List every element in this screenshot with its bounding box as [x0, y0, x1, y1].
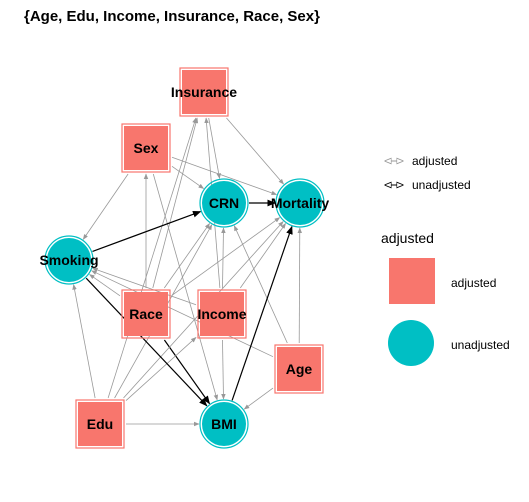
node-outline: [75, 399, 125, 449]
node-insurance: Insurance: [171, 67, 237, 117]
node-label: BMI: [211, 416, 237, 432]
node-outline: [274, 344, 324, 394]
node-outline: [121, 289, 171, 339]
node-crn: CRN: [199, 178, 249, 228]
edge-insurance-to-mortality: [226, 117, 284, 185]
node-square: [124, 292, 168, 336]
plot-title: {Age, Edu, Income, Insurance, Race, Sex}: [24, 8, 320, 25]
node-label: Smoking: [39, 252, 98, 268]
node-label: CRN: [209, 195, 239, 211]
edge-income-to-crn: [221, 227, 226, 289]
node-mortality: Mortality: [271, 178, 330, 228]
node-outline: [179, 67, 229, 117]
edge-age-to-crn: [233, 225, 288, 344]
legend-node-label: unadjusted: [451, 338, 510, 352]
node-label: Edu: [87, 416, 113, 432]
node-label: Income: [197, 306, 246, 322]
node-bmi: BMI: [199, 399, 249, 449]
edge-edu-to-smoking: [72, 284, 96, 399]
node-square: [182, 70, 226, 114]
node-circle: [47, 238, 91, 282]
node-label: Age: [286, 361, 313, 377]
node-smoking: Smoking: [39, 235, 99, 285]
edge-edu-to-income: [125, 337, 197, 401]
edge-sex-to-smoking: [82, 173, 129, 240]
edge-race-to-insurance: [152, 117, 199, 289]
node-outline: [197, 289, 247, 339]
node-square: [200, 292, 244, 336]
legend-edge-label: adjusted: [412, 154, 457, 168]
edges-layer: [72, 117, 303, 427]
node-sex: Sex: [121, 123, 171, 173]
node-outline: [199, 399, 249, 449]
node-circle: [202, 402, 246, 446]
edge-age-to-bmi: [243, 387, 274, 410]
edge-income-to-mortality: [239, 223, 286, 289]
nodes-layer: Insurance Sex CRN Mortality Smoking Race Incom…: [39, 67, 330, 449]
node-outline: [199, 178, 249, 228]
edge-race-to-crn: [163, 223, 210, 289]
node-outline: [275, 178, 325, 228]
legend-node-label: adjusted: [451, 276, 496, 290]
node-label: Mortality: [271, 195, 330, 211]
legend-square-key: [389, 258, 435, 304]
legend-circle-key: [388, 320, 434, 366]
edge-bmi-to-mortality: [231, 225, 293, 401]
node-age: Age: [274, 344, 324, 394]
edge-smoking-to-bmi: [85, 277, 208, 407]
node-circle: [202, 181, 246, 225]
node-outline: [121, 123, 171, 173]
node-circle: [278, 181, 322, 225]
edge-age-to-smoking: [91, 270, 274, 358]
node-square: [124, 126, 168, 170]
edge-income-to-smoking: [92, 267, 197, 306]
legend-edge-label: unadjusted: [412, 178, 471, 192]
node-outline: [44, 235, 94, 285]
edge-age-to-mortality: [297, 227, 303, 344]
edge-smoking-to-crn: [92, 211, 202, 252]
legend: adjusted unadjusted adjusted adjusted unadju…: [381, 154, 510, 366]
edge-insurance-to-crn: [208, 117, 221, 179]
edge-sex-to-mortality: [171, 156, 278, 196]
edge-race-to-bmi: [163, 339, 210, 405]
node-square: [78, 402, 122, 446]
edge-race-to-mortality: [171, 217, 281, 296]
node-label: Insurance: [171, 84, 237, 100]
node-label: Race: [129, 306, 163, 322]
node-income: Income: [197, 289, 247, 339]
legend-title: adjusted: [381, 230, 434, 246]
node-edu: Edu: [75, 399, 125, 449]
node-square: [277, 347, 321, 391]
node-race: Race: [121, 289, 171, 339]
edge-edu-to-insurance: [107, 117, 197, 399]
edge-income-to-bmi: [221, 339, 226, 400]
edge-sex-to-crn: [171, 165, 205, 189]
edge-sex-to-bmi: [152, 173, 218, 401]
node-label: Sex: [134, 140, 159, 156]
edge-race-to-smoking: [89, 274, 121, 297]
